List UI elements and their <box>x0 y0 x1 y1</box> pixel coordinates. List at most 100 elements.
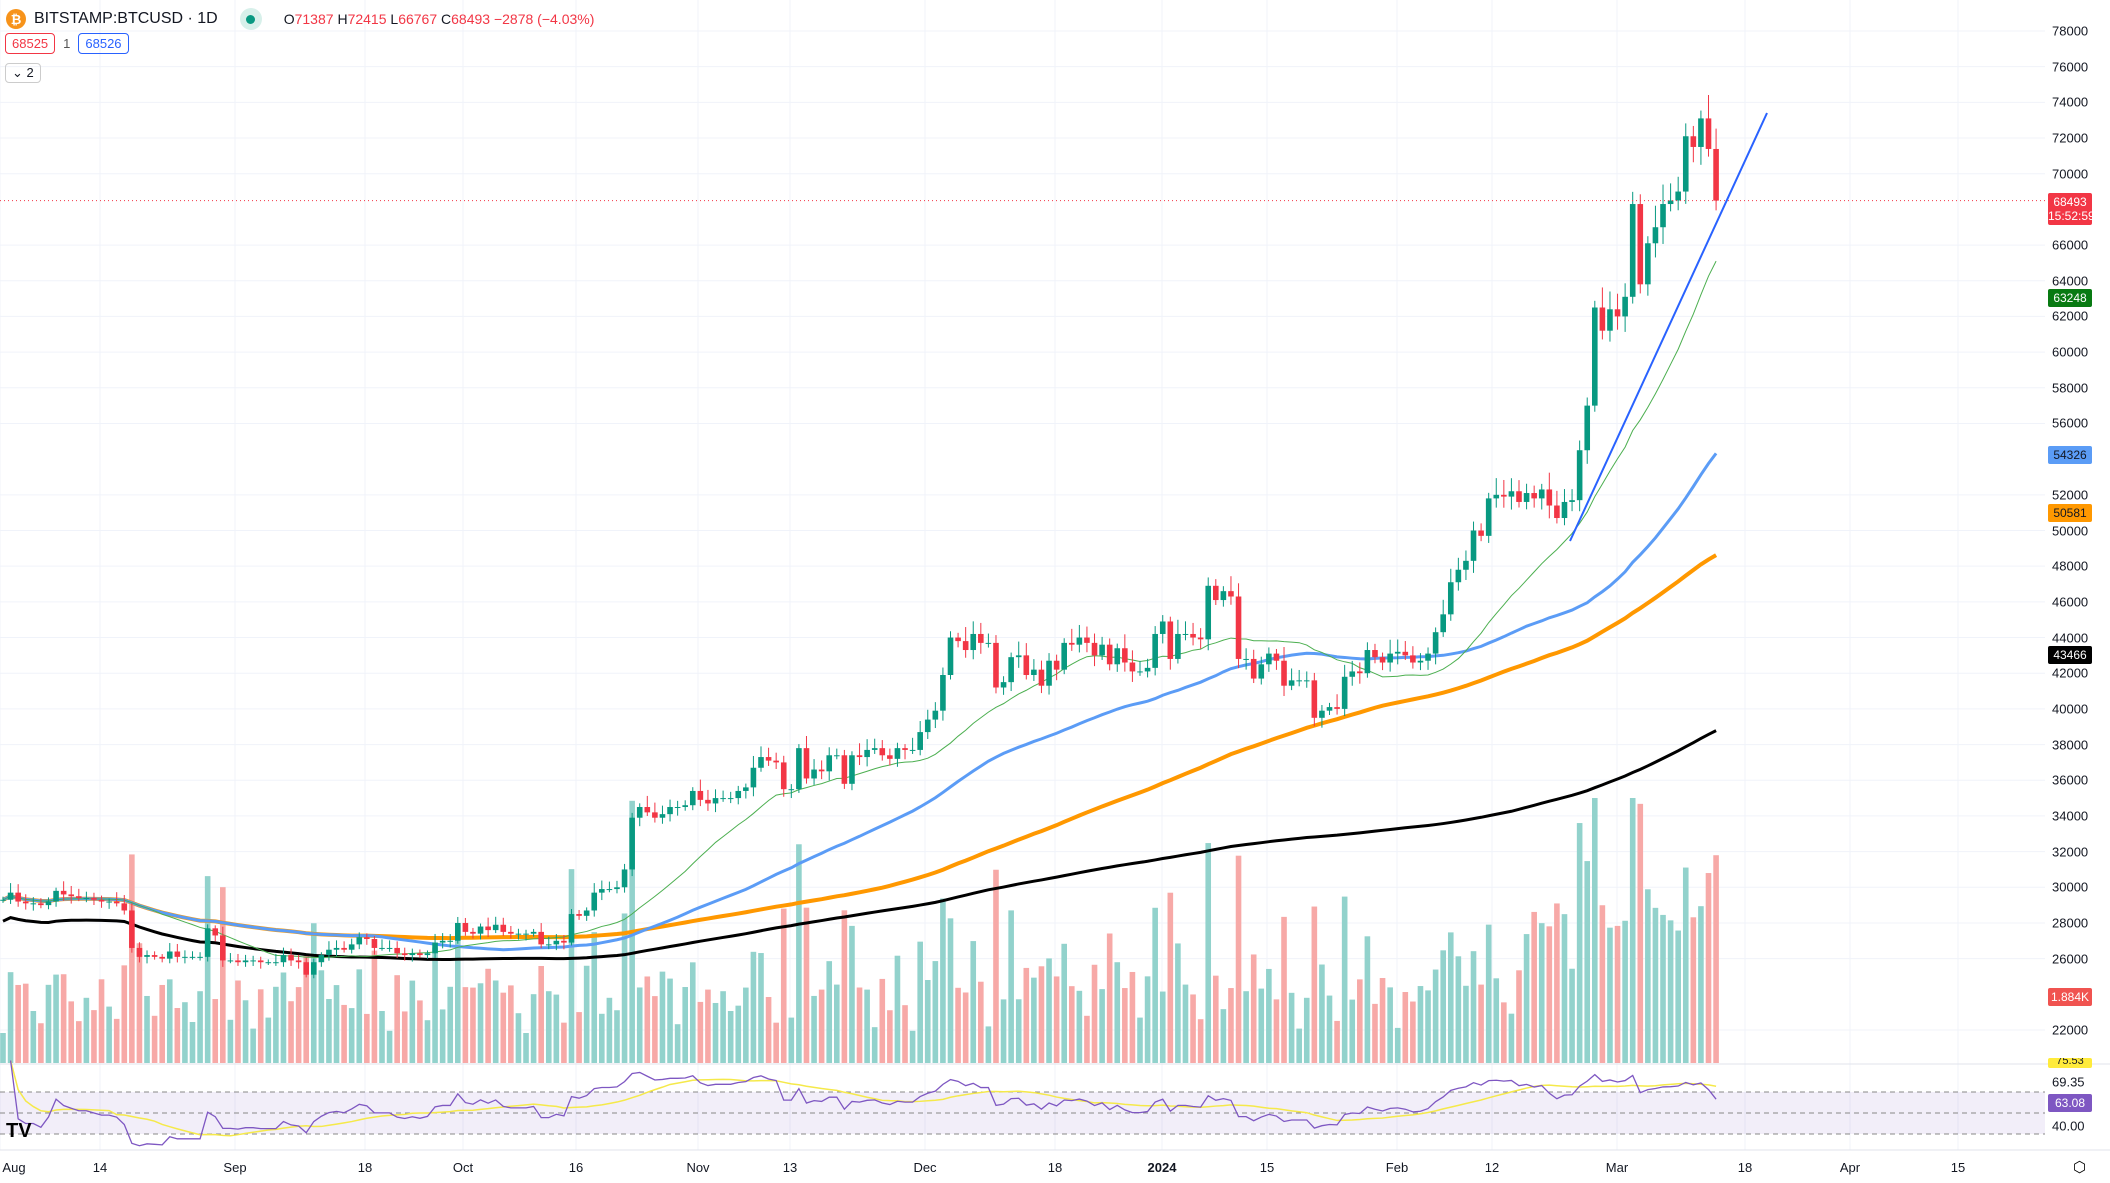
volume-bar <box>917 941 923 1063</box>
candle <box>1713 148 1719 201</box>
volume-bar <box>7 972 14 1063</box>
candle <box>409 953 416 956</box>
rsi-lower-label: 40.00 <box>2052 1118 2085 1134</box>
price-tick-label: 28000 <box>2052 915 2089 931</box>
candle <box>1190 633 1196 638</box>
indicators-collapse-button[interactable]: ⌄ 2 <box>5 63 41 83</box>
volume-bar <box>106 1006 112 1063</box>
volume-bar <box>0 1033 6 1063</box>
volume-tag: 1.884K <box>2048 988 2092 1006</box>
volume-bar <box>1554 903 1560 1063</box>
volume-bar <box>606 997 613 1063</box>
volume-bar <box>364 1013 370 1063</box>
volume-bar <box>144 995 150 1063</box>
candle <box>1319 710 1325 718</box>
candle <box>220 935 226 961</box>
volume-bar <box>1243 991 1249 1063</box>
candle <box>530 931 537 934</box>
candle <box>818 769 825 772</box>
price-tick-label: 56000 <box>2052 415 2089 431</box>
candle <box>1250 658 1257 679</box>
volume-bar <box>174 1008 181 1063</box>
candle <box>1235 596 1242 659</box>
volume-bar <box>1523 934 1530 1063</box>
volume-bar <box>932 961 939 1063</box>
candle <box>1470 530 1477 561</box>
candle <box>500 924 507 932</box>
time-tick-label: 18 <box>1047 1160 1063 1175</box>
candle <box>1622 296 1628 317</box>
volume-bar <box>894 955 901 1063</box>
candle <box>1334 707 1340 709</box>
candle <box>834 755 840 757</box>
candle <box>887 755 893 759</box>
candle <box>106 901 112 903</box>
volume-bar <box>599 1013 605 1063</box>
candle <box>38 903 44 906</box>
volume-bar <box>1197 1019 1204 1063</box>
volume-bar <box>1592 798 1598 1063</box>
volume-bar <box>257 989 264 1063</box>
volume-bar <box>765 997 772 1063</box>
time-tick-label: Mar <box>1605 1160 1629 1175</box>
volume-bar <box>1326 995 1333 1063</box>
volume-bar <box>1690 917 1697 1063</box>
volume-bar <box>371 950 378 1063</box>
candle <box>197 956 203 958</box>
candle <box>970 633 977 651</box>
rsi-upper-label: 69.35 <box>2052 1074 2085 1090</box>
time-tick-label: 18 <box>357 1160 373 1175</box>
volume-bar <box>1705 873 1712 1063</box>
buy-button[interactable]: 68526 <box>78 33 129 54</box>
candle <box>1311 680 1318 718</box>
candle <box>1182 633 1189 635</box>
candle <box>652 812 658 818</box>
candle <box>606 889 613 891</box>
candle <box>1675 191 1681 201</box>
time-tick-label: Oct <box>452 1160 474 1175</box>
volume-bar <box>1228 988 1234 1063</box>
settings-icon[interactable]: ⬡ <box>2073 1159 2087 1176</box>
candle <box>614 887 620 890</box>
volume-bar <box>235 980 241 1063</box>
candle <box>1637 204 1644 285</box>
volume-bar <box>242 1000 249 1063</box>
price-tick-label: 32000 <box>2052 844 2089 860</box>
bitcoin-logo-icon: ₿ <box>6 9 26 29</box>
volume-bar <box>1303 997 1310 1063</box>
rsi-line <box>9 1060 1717 1147</box>
volume-bar <box>113 1018 120 1063</box>
candle <box>250 960 256 962</box>
market-status-icon[interactable] <box>239 8 262 30</box>
candle <box>68 894 75 897</box>
volume-bar <box>1425 990 1431 1063</box>
candle <box>743 787 749 791</box>
volume-bar <box>1334 1020 1340 1063</box>
candle <box>318 955 325 963</box>
volume-bar <box>280 972 287 1063</box>
candle <box>940 674 946 711</box>
candle <box>485 926 491 931</box>
candle <box>636 807 643 818</box>
volume-bar <box>1213 975 1219 1063</box>
candle <box>864 749 870 758</box>
volume-bar <box>447 986 454 1063</box>
time-tick-label: Apr <box>1839 1160 1861 1175</box>
sell-button[interactable]: 68525 <box>5 33 56 54</box>
price-tick-label: 46000 <box>2052 594 2089 610</box>
volume-bar <box>1159 991 1166 1063</box>
candle <box>1455 569 1462 583</box>
candle <box>1129 662 1136 672</box>
price-tick-label: 70000 <box>2052 166 2089 182</box>
candle <box>1592 307 1598 406</box>
candle <box>417 953 423 956</box>
candle <box>1205 585 1212 640</box>
candle <box>364 937 370 940</box>
symbol-title[interactable]: BITSTAMP:BTCUSD · 1D <box>34 10 218 27</box>
candle <box>1660 204 1666 228</box>
volume-bar <box>1152 907 1158 1063</box>
volume-bar <box>166 979 173 1063</box>
candle <box>515 933 522 935</box>
